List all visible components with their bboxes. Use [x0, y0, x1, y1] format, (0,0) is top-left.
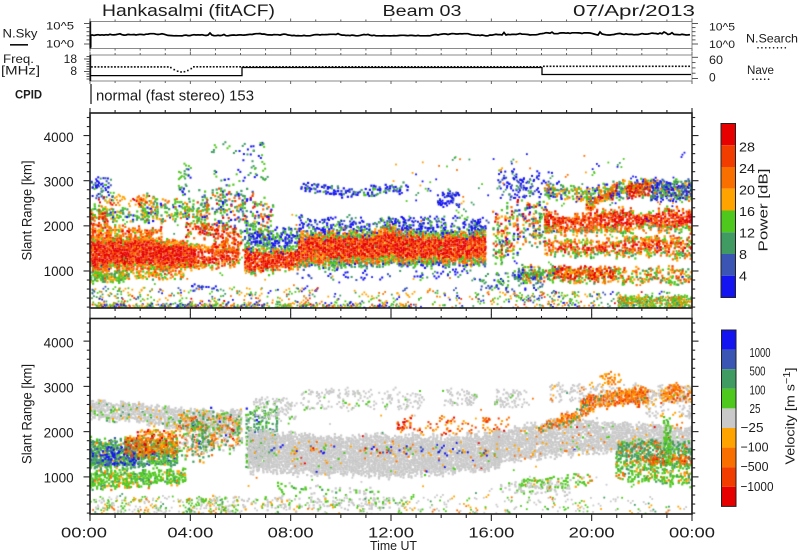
svg-text:20: 20 [739, 183, 755, 198]
svg-text:1000: 1000 [44, 264, 74, 279]
svg-text:10^5: 10^5 [709, 22, 735, 34]
svg-text:10^5: 10^5 [46, 21, 74, 33]
svg-text:8: 8 [739, 247, 747, 262]
svg-text:−100: −100 [741, 440, 769, 455]
svg-text:Power [dB]: Power [dB] [756, 169, 771, 252]
svg-text:Slant Range [km]: Slant Range [km] [20, 161, 35, 261]
svg-text:08:00: 08:00 [268, 525, 314, 542]
svg-text:Freq.: Freq. [3, 54, 34, 66]
svg-text:100: 100 [750, 383, 766, 398]
svg-text:1000: 1000 [750, 345, 771, 360]
svg-text:−500: −500 [741, 459, 769, 474]
svg-text:0: 0 [709, 71, 716, 85]
svg-text:10^0: 10^0 [46, 39, 74, 51]
svg-text:[MHz]: [MHz] [1, 66, 40, 78]
svg-text:−1000: −1000 [741, 479, 774, 494]
svg-text:07/Apr/2013: 07/Apr/2013 [573, 3, 695, 20]
svg-text:8: 8 [70, 64, 77, 78]
svg-text:04:00: 04:00 [167, 525, 213, 542]
svg-text:500: 500 [750, 363, 766, 378]
svg-text:12: 12 [739, 226, 755, 241]
svg-text:16: 16 [739, 204, 755, 219]
svg-text:Time UT: Time UT [370, 538, 417, 553]
svg-text:20:00: 20:00 [569, 525, 615, 542]
svg-text:CPID: CPID [15, 90, 42, 102]
svg-text:N.Search: N.Search [746, 32, 798, 46]
svg-text:10^0: 10^0 [709, 39, 735, 51]
svg-text:Slant Range [km]: Slant Range [km] [20, 364, 35, 464]
svg-text:normal (fast stereo) 153: normal (fast stereo) 153 [96, 89, 254, 105]
svg-text:25: 25 [750, 401, 761, 416]
svg-text:Velocity [m s−1]: Velocity [m s−1] [782, 368, 798, 465]
svg-text:4000: 4000 [44, 335, 74, 350]
svg-text:3000: 3000 [44, 175, 74, 190]
svg-text:N.Sky: N.Sky [3, 29, 38, 41]
svg-text:4: 4 [739, 269, 747, 284]
svg-text:00:00: 00:00 [61, 525, 107, 542]
svg-text:12:00: 12:00 [368, 525, 414, 542]
svg-text:28: 28 [739, 140, 755, 155]
svg-text:Beam 03: Beam 03 [383, 3, 462, 20]
svg-text:Hankasalmi (fitACF): Hankasalmi (fitACF) [102, 2, 275, 20]
svg-text:4000: 4000 [44, 130, 74, 145]
svg-text:24: 24 [739, 161, 755, 176]
svg-text:−25: −25 [741, 420, 764, 435]
svg-text:60: 60 [709, 53, 723, 67]
svg-text:00:00: 00:00 [669, 525, 715, 542]
svg-text:18: 18 [64, 52, 78, 66]
svg-text:16:00: 16:00 [468, 525, 514, 542]
svg-text:2000: 2000 [44, 426, 74, 441]
svg-text:2000: 2000 [44, 219, 74, 234]
svg-text:Nave: Nave [747, 65, 774, 77]
svg-text:3000: 3000 [44, 381, 74, 396]
svg-text:1000: 1000 [44, 470, 74, 485]
